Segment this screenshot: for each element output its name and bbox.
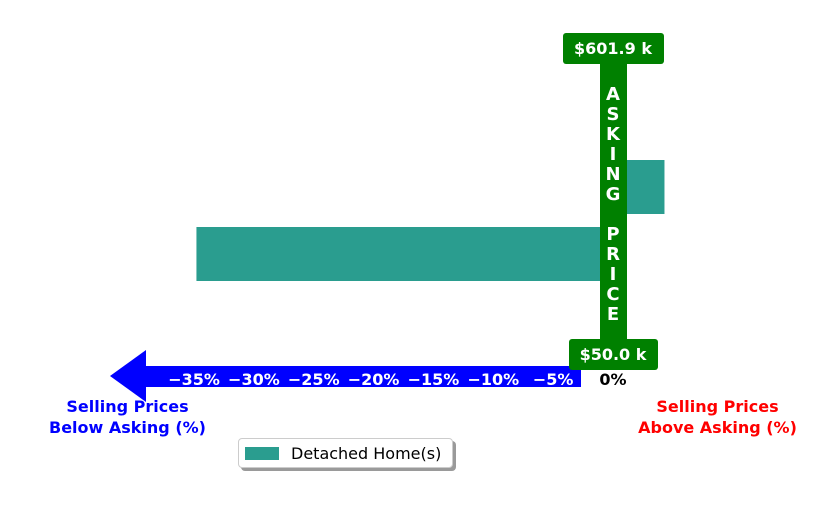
- axis-arrow-head: [110, 350, 146, 402]
- asking-price-letter: N: [605, 164, 620, 185]
- bottom-price-label: $50.0 k: [580, 345, 647, 364]
- x-tick-label: −5%: [533, 370, 574, 389]
- asking-price-letter: A: [606, 84, 620, 105]
- x-tick-label: −30%: [228, 370, 280, 389]
- top-price-box: [563, 33, 664, 64]
- axis-arrow-shaft: [140, 366, 581, 387]
- x-tick-label: −20%: [348, 370, 400, 389]
- asking-price-letter: R: [606, 244, 620, 265]
- asking-price-letter: I: [610, 264, 617, 285]
- asking-price-bar: [600, 56, 627, 346]
- bottom-price-box: [569, 339, 658, 370]
- asking-price-letter: C: [606, 284, 619, 305]
- x-tick-label: −15%: [408, 370, 460, 389]
- asking-price-letter: S: [607, 104, 620, 125]
- bar-1: [196, 227, 613, 281]
- legend: Detached Home(s): [238, 438, 453, 468]
- asking-price-letter: E: [607, 304, 619, 325]
- asking-price-letter: G: [606, 184, 621, 205]
- top-price-label: $601.9 k: [574, 39, 652, 58]
- asking-price-letter: P: [606, 224, 619, 245]
- x-tick-label: −10%: [467, 370, 519, 389]
- left-caption: Selling Prices Below Asking (%): [49, 397, 206, 437]
- asking-price-letter: K: [606, 124, 621, 145]
- legend-swatch: [245, 446, 279, 460]
- x-tick-label: −25%: [288, 370, 340, 389]
- right-caption: Selling Prices Above Asking (%): [638, 397, 797, 437]
- asking-price-letter: I: [610, 144, 617, 165]
- zero-tick-label: 0%: [599, 370, 626, 389]
- legend-label: Detached Home(s): [291, 443, 442, 463]
- x-tick-label: −35%: [168, 370, 220, 389]
